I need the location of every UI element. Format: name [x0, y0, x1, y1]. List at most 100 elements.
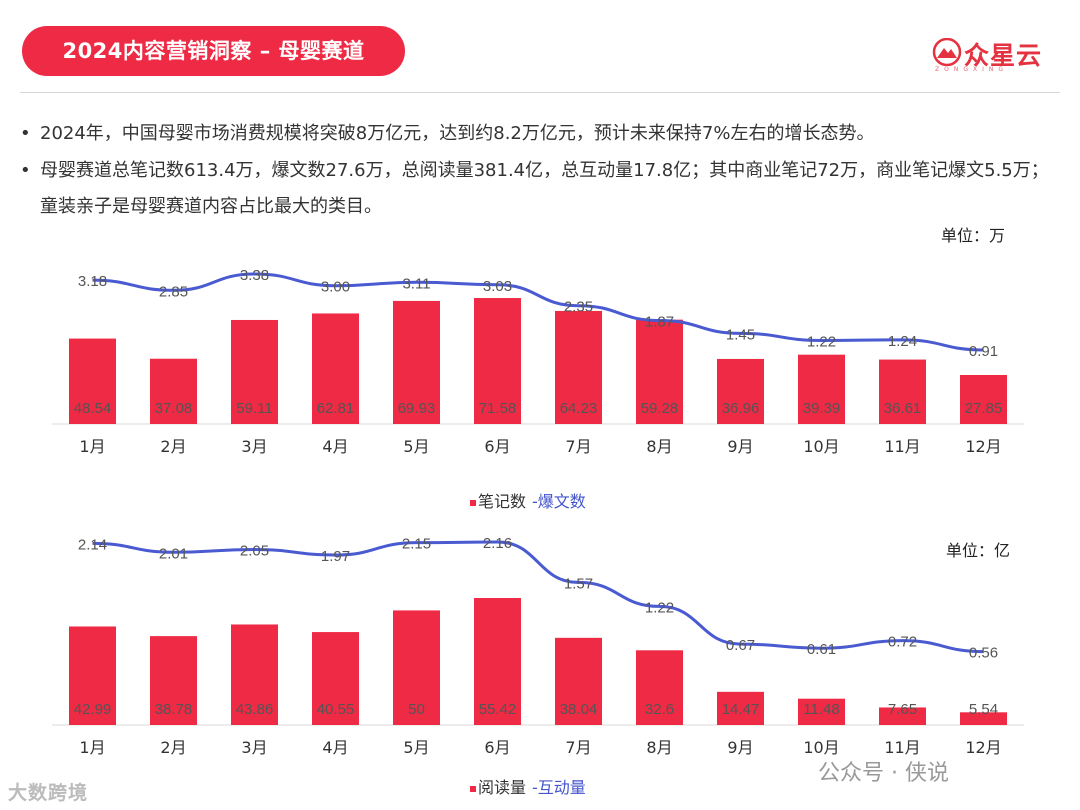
line-value-label: 0.61	[807, 641, 836, 658]
bar-value-label: 11.48	[803, 701, 839, 718]
x-tick-label: 8月	[646, 437, 672, 456]
bar	[312, 632, 359, 725]
legend-bar-label: 阅读量	[478, 778, 527, 797]
x-tick-label: 1月	[79, 738, 105, 757]
x-tick-label: 9月	[727, 738, 753, 757]
line-value-label: 1.45	[726, 326, 755, 343]
bar-value-label: 48.54	[74, 400, 112, 417]
line-value-label: 1.22	[645, 599, 674, 616]
bar-value-label: 36.61	[884, 400, 922, 417]
bar-legend-swatch	[470, 499, 476, 506]
unit-label: 单位：万	[941, 226, 1006, 245]
header-divider	[20, 92, 1060, 93]
bar-value-label: 55.42	[479, 701, 517, 718]
bar-value-label: 38.04	[560, 701, 598, 718]
watermark-right: 公众号 · 侠说	[818, 761, 949, 786]
line-value-label: 2.85	[159, 283, 188, 300]
line-value-label: 2.16	[483, 535, 512, 552]
legend-line-label: -互动量	[532, 778, 586, 797]
bar-value-label: 50	[408, 701, 425, 718]
unit-label: 单位：亿	[946, 541, 1011, 560]
bar-value-label: 59.28	[641, 400, 679, 417]
x-tick-label: 11月	[884, 437, 920, 456]
line-value-label: 2.05	[240, 543, 269, 560]
bar	[474, 298, 521, 424]
bar-value-label: 43.86	[236, 701, 274, 718]
bar	[636, 319, 683, 424]
bar	[231, 319, 278, 424]
bar	[960, 374, 1007, 424]
bar	[717, 691, 764, 725]
x-tick-label: 6月	[484, 738, 510, 757]
x-tick-label: 8月	[646, 738, 672, 757]
bar-value-label: 69.93	[398, 400, 436, 417]
x-tick-label: 7月	[565, 738, 591, 757]
chart-legend: 笔记数 -爆文数	[470, 488, 586, 512]
x-tick-label: 10月	[803, 738, 839, 757]
bar-value-label: 62.81	[317, 400, 355, 417]
bar-value-label: 37.08	[155, 400, 193, 417]
bar-value-label: 38.78	[155, 701, 193, 718]
x-tick-label: 10月	[803, 437, 839, 456]
bullet-item: 2024年，中国母婴市场消费规模将突破8万亿元，达到约8.2万亿元，预计未来保持…	[18, 116, 1063, 152]
x-tick-label: 12月	[965, 437, 1001, 456]
x-tick-label: 7月	[565, 437, 591, 456]
logo-text: 众星云	[964, 41, 1043, 70]
bar-value-label: 59.11	[236, 400, 272, 417]
bar-value-label: 5.54	[969, 701, 998, 718]
line-value-label: 0.56	[969, 645, 998, 662]
logo-subtitle: ZONGXING	[935, 66, 1008, 73]
bar	[312, 313, 359, 424]
bar	[150, 636, 197, 725]
line-value-label: 0.67	[726, 637, 755, 654]
line-value-label: 2.14	[78, 536, 107, 553]
series-line	[92, 540, 984, 654]
line-value-label: 0.91	[969, 343, 998, 360]
bar	[150, 358, 197, 424]
mountain-logo-icon	[932, 38, 962, 66]
line-value-label: 0.72	[888, 634, 917, 651]
bar	[717, 358, 764, 424]
page-title: 2024内容营销洞察 – 母婴赛道	[22, 26, 405, 76]
x-tick-label: 4月	[322, 437, 348, 456]
line-value-label: 3.38	[240, 267, 269, 284]
bar	[231, 624, 278, 725]
x-tick-label: 3月	[241, 738, 267, 757]
x-tick-label: 4月	[322, 738, 348, 757]
watermark-left: 大数跨境	[8, 782, 89, 804]
x-tick-label: 2月	[160, 738, 186, 757]
line-value-label: 3.03	[483, 278, 512, 295]
bar-value-label: 39.39	[803, 400, 841, 417]
bar-value-label: 14.47	[722, 701, 760, 718]
x-tick-label: 6月	[484, 437, 510, 456]
bar	[555, 637, 602, 725]
bar-value-label: 27.85	[965, 400, 1003, 417]
bar-value-label: 64.23	[560, 400, 598, 417]
bar	[879, 707, 926, 725]
bar-value-label: 42.99	[74, 701, 112, 718]
bar	[69, 338, 116, 424]
line-value-label: 2.01	[159, 545, 188, 562]
bar	[960, 712, 1007, 725]
x-tick-label: 12月	[965, 738, 1001, 757]
bar-value-label: 36.96	[722, 400, 760, 417]
line-value-label: 1.22	[807, 333, 836, 350]
bar-value-label: 32.6	[645, 701, 674, 718]
legend-line-label: -爆文数	[532, 492, 586, 511]
line-value-label: 3.00	[321, 279, 350, 296]
line-value-label: 2.15	[402, 536, 431, 553]
line-value-label: 3.11	[402, 275, 430, 292]
bar-value-label: 40.55	[317, 701, 355, 718]
line-value-label: 3.18	[78, 273, 107, 290]
legend-bar-label: 笔记数	[478, 492, 527, 511]
bar	[798, 698, 845, 725]
bar	[393, 300, 440, 424]
bar	[798, 354, 845, 424]
series-line	[92, 272, 984, 352]
bar	[69, 626, 116, 725]
bar	[393, 610, 440, 725]
